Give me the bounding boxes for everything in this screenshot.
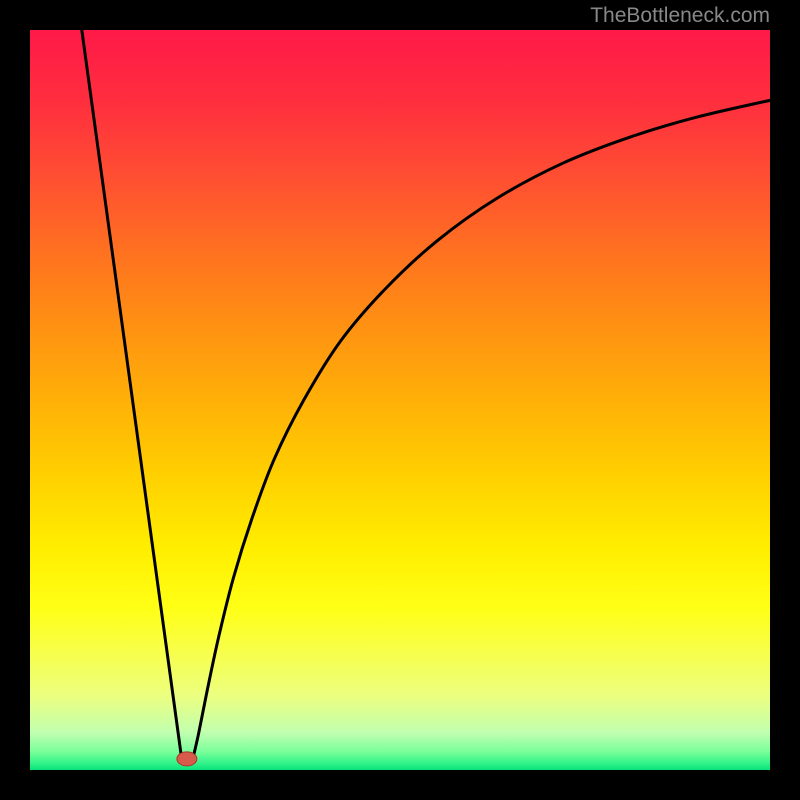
watermark-text: TheBottleneck.com xyxy=(590,4,770,28)
chart-curve-layer xyxy=(30,30,770,770)
curve-right-branch xyxy=(193,100,770,759)
minimum-marker xyxy=(177,752,197,766)
chart-plot-area xyxy=(30,30,770,770)
curve-left-branch xyxy=(82,30,182,759)
